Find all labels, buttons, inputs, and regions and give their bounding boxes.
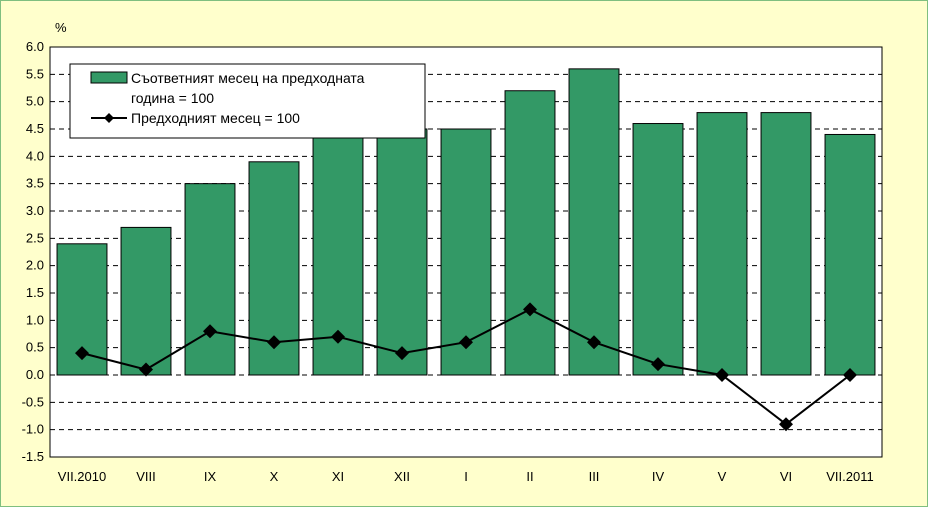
x-tick-label: IV: [652, 469, 665, 484]
legend-bar-label-line1: Съответният месец на предходната: [131, 70, 365, 86]
bar: [632, 123, 684, 376]
y-tick-label: 2.0: [26, 258, 44, 273]
x-tick-label: VI: [780, 469, 792, 484]
line-point: [843, 368, 857, 382]
y-tick-label: 5.5: [26, 66, 44, 81]
y-axis-unit-label: %: [55, 20, 67, 35]
y-axis-ticks: -1.5 -1.0 -0.5 0.0 0.5 1.0 1.5 2.0 2.5 3.0 3.5 4.0 4…: [22, 39, 44, 464]
line-point: [587, 335, 601, 350]
line-point: [395, 346, 409, 361]
line-point: [523, 302, 537, 317]
x-tick-label: VII.2010: [58, 469, 106, 484]
y-tick-label: 3.5: [26, 176, 44, 191]
bar: [824, 133, 876, 376]
line-point: [267, 335, 281, 350]
line-point: [331, 329, 345, 344]
x-tick-label: VII.2011: [826, 469, 873, 484]
line-point: [651, 357, 665, 372]
line-point: [779, 417, 793, 432]
legend-line-marker: [104, 113, 114, 123]
y-tick-label: 1.0: [26, 312, 44, 327]
legend-bar-swatch: [90, 71, 128, 84]
y-tick-label: 0.5: [26, 340, 44, 355]
bar: [120, 226, 172, 376]
line-point: [139, 362, 153, 377]
y-tick-label: 0.0: [26, 367, 44, 382]
legend-box: [69, 63, 426, 139]
line-series: [75, 302, 857, 432]
x-tick-label: XII: [394, 469, 410, 484]
y-tick-label: 4.0: [26, 148, 44, 163]
x-tick-label: XI: [332, 469, 344, 484]
legend-line-label: Предходният месец = 100: [131, 110, 300, 126]
y-tick-label: -0.5: [22, 394, 44, 409]
y-tick-label: 6.0: [26, 39, 44, 54]
y-tick-label: 3.0: [26, 203, 44, 218]
x-tick-label: III: [589, 469, 600, 484]
x-tick-label: IX: [204, 469, 217, 484]
y-tick-label: -1.0: [22, 422, 44, 437]
y-tick-label: 4.5: [26, 121, 44, 136]
bar: [760, 112, 812, 376]
line-point: [203, 324, 217, 339]
legend: Съответният месец на предходната година …: [69, 63, 426, 139]
x-tick-label: II: [526, 469, 533, 484]
line-point: [459, 335, 473, 350]
bar: [568, 68, 620, 376]
x-tick-label: VIII: [136, 469, 156, 484]
legend-bar-label-line2: година = 100: [131, 90, 214, 106]
y-tick-label: 1.5: [26, 285, 44, 300]
line-point: [715, 368, 729, 382]
bar: [184, 183, 236, 376]
y-tick-label: 5.0: [26, 94, 44, 109]
x-tick-label: I: [464, 469, 468, 484]
y-tick-label: -1.5: [22, 449, 44, 464]
y-tick-label: 2.5: [26, 230, 44, 245]
x-tick-label: X: [270, 469, 279, 484]
line-point: [75, 346, 89, 361]
bar: [696, 112, 748, 376]
bar: [504, 90, 556, 376]
bar: [376, 128, 428, 376]
x-tick-label: V: [718, 469, 727, 484]
x-axis-ticks: VII.2010 VIII IX X XI XII I II III IV V VI VII.2011: [58, 469, 874, 484]
